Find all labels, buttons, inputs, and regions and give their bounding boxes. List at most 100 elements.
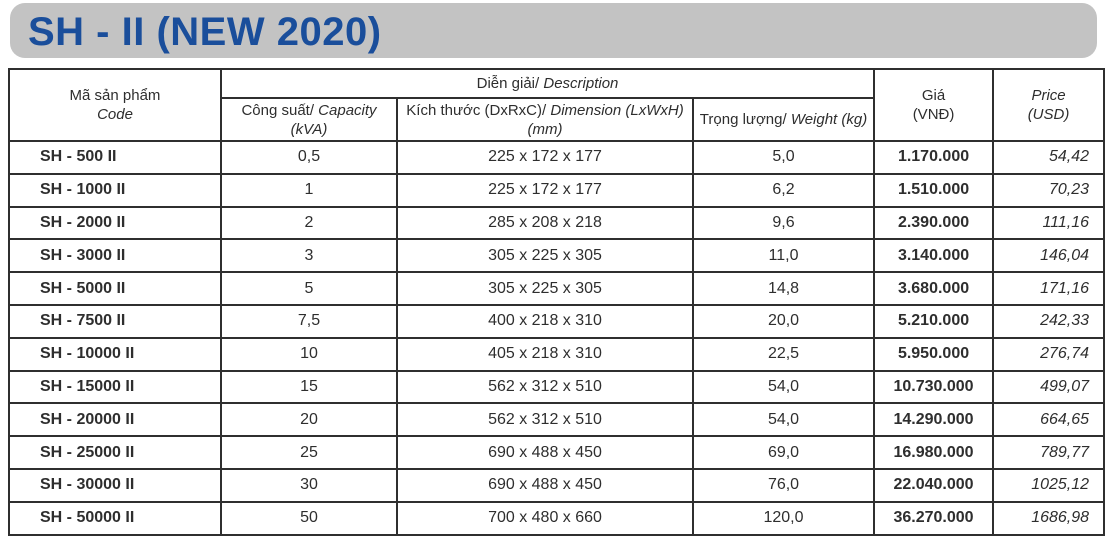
weight-value: 14,8 [691, 271, 876, 306]
table-row: SH - 1000 II 1 225 x 172 x 177 6,2 1.510… [8, 172, 1106, 208]
dimension-value: 700 x 480 x 660 [396, 500, 694, 536]
price-usd-value: 1686,98 [992, 500, 1106, 536]
header-weight: Trọng lượng/ Weight (kg) [691, 97, 876, 142]
capacity-value: 10 [220, 336, 398, 372]
price-usd-value: 664,65 [992, 402, 1106, 438]
page-title: SH - II (NEW 2020) [28, 9, 382, 54]
header-weight-en: Weight (kg) [790, 111, 868, 128]
capacity-value: 3 [220, 238, 398, 274]
capacity-value: 20 [220, 402, 398, 438]
dimension-value: 405 x 218 x 310 [396, 336, 694, 372]
weight-value: 69,0 [691, 435, 876, 470]
header-row-sub: Công suất/ Capacity (kVA) Kích thước (Dx… [9, 97, 1104, 142]
header-price-vnd: Giá (VNĐ) [873, 68, 995, 142]
product-price-table: Mã sản phẩm Code Diễn giải/ Description … [8, 68, 1106, 536]
table-row: SH - 5000 II 5 305 x 225 x 305 14,8 3.68… [8, 271, 1106, 306]
table-row: SH - 7500 II 7,5 400 x 218 x 310 20,0 5.… [8, 303, 1106, 339]
dimension-value: 690 x 488 x 450 [396, 467, 694, 503]
capacity-value: 0,5 [220, 140, 398, 175]
dimension-value: 225 x 172 x 177 [396, 140, 694, 175]
price-usd-value: 146,04 [992, 238, 1106, 274]
header-price-usd: Price (USD) [992, 68, 1106, 142]
header-code: Mã sản phẩm Code [8, 68, 222, 142]
dimension-value: 400 x 218 x 310 [396, 303, 694, 339]
price-vnd-value: 3.680.000 [873, 271, 995, 306]
price-usd-value: 276,74 [992, 336, 1106, 372]
product-code: SH - 25000 II [8, 435, 222, 470]
weight-value: 54,0 [691, 402, 876, 438]
dimension-value: 690 x 488 x 450 [396, 435, 694, 470]
header-description-en: Description [543, 75, 619, 92]
capacity-value: 15 [220, 369, 398, 405]
header-dimension-vn: Kích thước (DxRxC)/ [406, 101, 547, 119]
header-code-vn: Mã sản phẩm [69, 87, 161, 104]
price-usd-value: 111,16 [992, 205, 1106, 241]
header-price-vnd-unit: (VNĐ) [912, 106, 955, 123]
product-code: SH - 5000 II [8, 271, 222, 306]
header-price-usd-label: Price [1031, 87, 1066, 104]
header-weight-vn: Trọng lượng/ [699, 111, 787, 128]
weight-value: 22,5 [691, 336, 876, 372]
header-price-vnd-label: Giá [921, 87, 946, 104]
price-vnd-value: 16.980.000 [873, 435, 995, 470]
header-capacity-vn: Công suất/ [241, 101, 314, 119]
price-vnd-value: 5.950.000 [873, 336, 995, 372]
header-capacity-unit: (kVA) [290, 120, 328, 138]
weight-value: 9,6 [691, 205, 876, 241]
capacity-value: 2 [220, 205, 398, 241]
capacity-value: 7,5 [220, 303, 398, 339]
table-row: SH - 2000 II 2 285 x 208 x 218 9,6 2.390… [8, 205, 1106, 241]
product-code: SH - 7500 II [8, 303, 222, 339]
price-vnd-value: 1.170.000 [873, 140, 995, 175]
capacity-value: 50 [220, 500, 398, 536]
dimension-value: 562 x 312 x 510 [396, 402, 694, 438]
product-code: SH - 20000 II [8, 402, 222, 438]
weight-value: 76,0 [691, 467, 876, 503]
product-code: SH - 50000 II [8, 500, 222, 536]
header-dimension-unit: (mm) [527, 120, 563, 138]
product-code: SH - 10000 II [8, 336, 222, 372]
price-vnd-value: 1.510.000 [873, 172, 995, 208]
header-price-usd-unit: (USD) [1027, 106, 1070, 123]
table-body: SH - 500 II 0,5 225 x 172 x 177 5,0 1.17… [8, 140, 1106, 536]
header-dimension: Kích thước (DxRxC)/ Dimension (LxWxH) (m… [396, 97, 694, 142]
header-description: Diễn giải/ Description [219, 68, 876, 99]
table-row: SH - 10000 II 10 405 x 218 x 310 22,5 5.… [8, 336, 1106, 372]
price-usd-value: 171,16 [992, 271, 1106, 306]
header-capacity-en: Capacity [318, 101, 377, 119]
header-code-en: Code [97, 106, 133, 123]
capacity-value: 25 [220, 435, 398, 470]
weight-value: 120,0 [691, 500, 876, 536]
dimension-value: 305 x 225 x 305 [396, 238, 694, 274]
price-usd-value: 1025,12 [992, 467, 1106, 503]
price-usd-value: 789,77 [992, 435, 1106, 470]
header-row-top: Mã sản phẩm Code Diễn giải/ Description … [8, 68, 1106, 142]
table-row: SH - 500 II 0,5 225 x 172 x 177 5,0 1.17… [8, 140, 1106, 175]
header-capacity: Công suất/ Capacity (kVA) [220, 97, 398, 142]
price-vnd-value: 3.140.000 [873, 238, 995, 274]
capacity-value: 30 [220, 467, 398, 503]
weight-value: 11,0 [691, 238, 876, 274]
price-vnd-value: 5.210.000 [873, 303, 995, 339]
table-row: SH - 3000 II 3 305 x 225 x 305 11,0 3.14… [8, 238, 1106, 274]
product-code: SH - 3000 II [8, 238, 222, 274]
table-row: SH - 15000 II 15 562 x 312 x 510 54,0 10… [8, 369, 1106, 405]
price-usd-value: 499,07 [992, 369, 1106, 405]
product-code: SH - 500 II [8, 140, 222, 175]
dimension-value: 305 x 225 x 305 [396, 271, 694, 306]
dimension-value: 225 x 172 x 177 [396, 172, 694, 208]
price-vnd-value: 10.730.000 [873, 369, 995, 405]
product-code: SH - 15000 II [8, 369, 222, 405]
price-vnd-value: 2.390.000 [873, 205, 995, 241]
capacity-value: 5 [220, 271, 398, 306]
product-code: SH - 1000 II [8, 172, 222, 208]
table-row: SH - 25000 II 25 690 x 488 x 450 69,0 16… [8, 435, 1106, 470]
product-code: SH - 2000 II [8, 205, 222, 241]
header-dimension-en: Dimension (LxWxH) [550, 101, 684, 119]
price-usd-value: 54,42 [992, 140, 1106, 175]
table-row: SH - 20000 II 20 562 x 312 x 510 54,0 14… [8, 402, 1106, 438]
product-code: SH - 30000 II [8, 467, 222, 503]
price-vnd-value: 22.040.000 [873, 467, 995, 503]
price-usd-value: 242,33 [992, 303, 1106, 339]
dimension-value: 562 x 312 x 510 [396, 369, 694, 405]
